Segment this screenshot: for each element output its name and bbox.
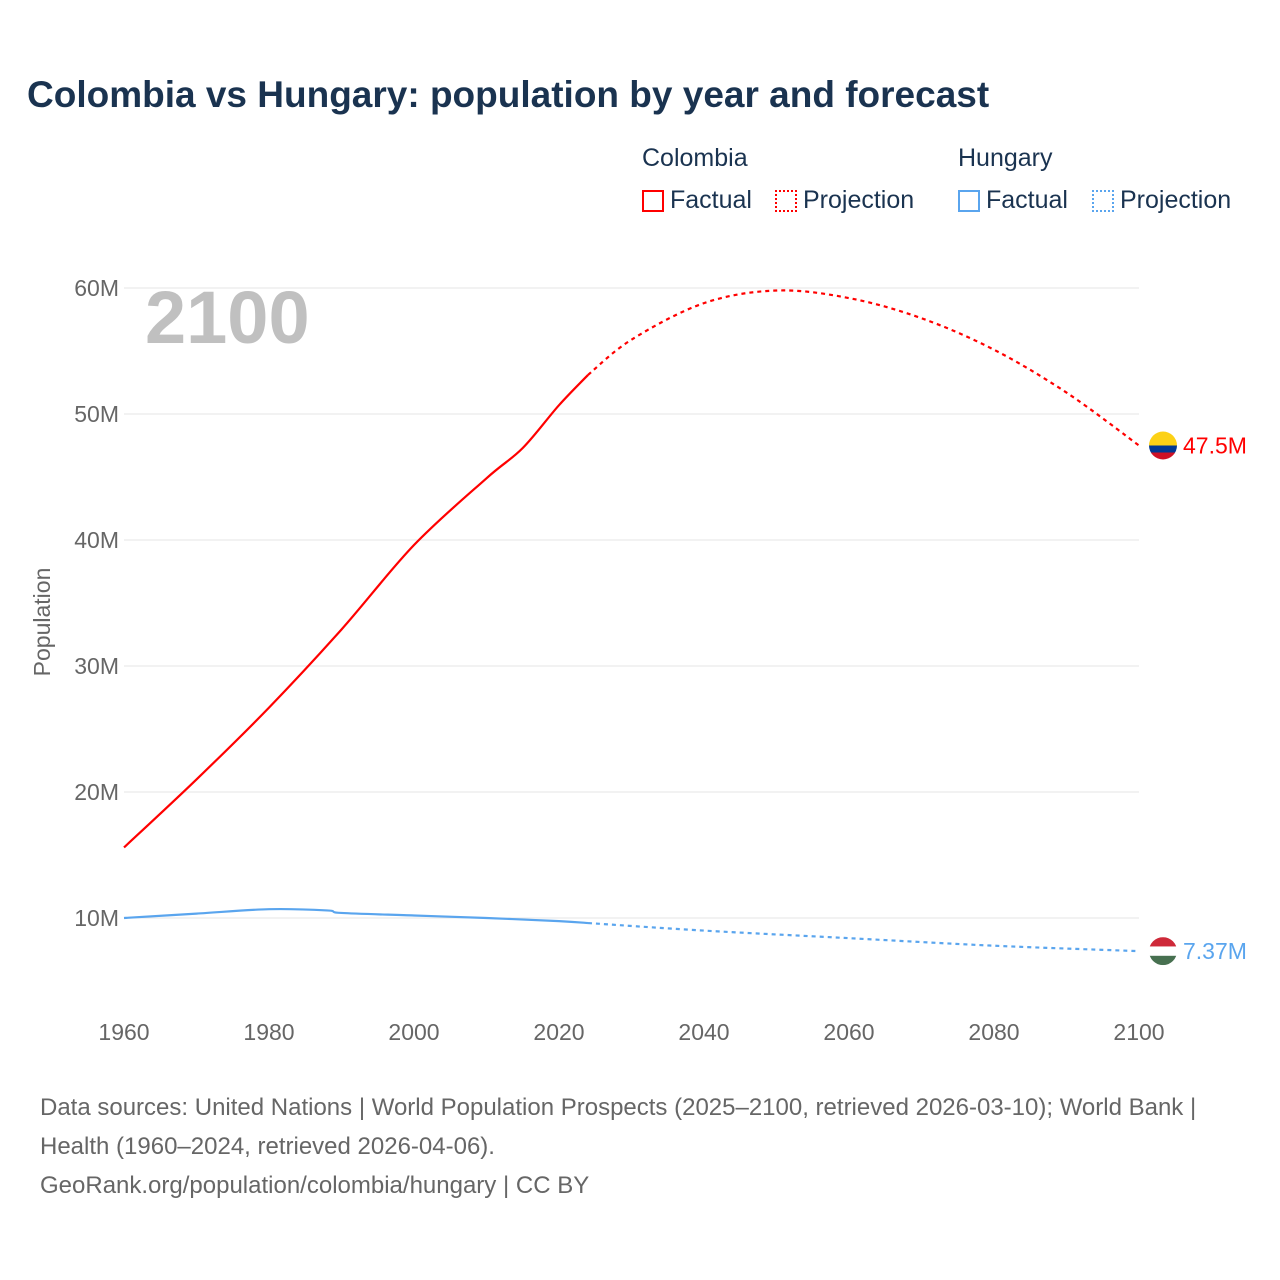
x-tick-label: 2040 <box>678 1019 729 1045</box>
hungary-end-label: 7.37M <box>1183 938 1247 964</box>
y-tick-label: 20M <box>74 779 119 805</box>
x-tick-label: 2080 <box>968 1019 1019 1045</box>
legend-label: Factual <box>670 186 752 214</box>
y-tick-label: 50M <box>74 401 119 427</box>
hungary-projection-line <box>587 921 1140 953</box>
hungary-factual-line <box>123 907 589 925</box>
chart-title: Colombia vs Hungary: population by year … <box>27 74 990 115</box>
y-tick-label: 40M <box>74 527 119 553</box>
colombia-flag-icon <box>1149 431 1177 460</box>
legend-label: Projection <box>803 186 915 214</box>
colombia-end-label: 47.5M <box>1183 433 1247 459</box>
legend-hungary-projection[interactable]: Projection <box>1092 186 1231 215</box>
legend-swatch <box>775 189 797 212</box>
legend-hungary-factual[interactable]: Factual <box>958 186 1068 215</box>
y-tick-label: 10M <box>74 905 119 931</box>
hungary-flag-icon <box>1149 937 1177 966</box>
legend-swatch <box>1092 189 1114 212</box>
x-tick-label: 1960 <box>98 1019 149 1045</box>
y-tick-label: 30M <box>74 653 119 679</box>
x-tick-label: 1980 <box>243 1019 294 1045</box>
footer-sources: Data sources: United Nations | World Pop… <box>40 1094 1197 1160</box>
x-tick-label: 2100 <box>1113 1019 1164 1045</box>
legend-label: Factual <box>986 186 1068 214</box>
colombia-factual-line <box>123 374 589 849</box>
legend-colombia-projection[interactable]: Projection <box>775 186 914 215</box>
footer: Data sources: United Nations | World Pop… <box>40 1088 1240 1205</box>
x-tick-label: 2020 <box>533 1019 584 1045</box>
y-axis-label: Population <box>29 568 55 677</box>
x-tick-label: 2060 <box>823 1019 874 1045</box>
chart-plot: 2100 Population 10M 20M 30M 40M 50M 60M 1960 19… <box>29 275 1247 1045</box>
footer-link[interactable]: GeoRank.org/population/colombia/hungary … <box>40 1172 590 1199</box>
legend-hungary-label: Hungary <box>958 144 1053 172</box>
legend-swatch <box>642 189 664 212</box>
y-tick-label: 60M <box>74 275 119 301</box>
x-tick-label: 2000 <box>388 1019 439 1045</box>
legend-colombia-factual[interactable]: Factual <box>642 186 752 215</box>
year-watermark: 2100 <box>145 276 310 359</box>
colombia-projection-line <box>587 289 1140 447</box>
legend-colombia-label: Colombia <box>642 144 748 172</box>
legend-swatch <box>958 189 980 212</box>
legend-label: Projection <box>1120 186 1232 214</box>
